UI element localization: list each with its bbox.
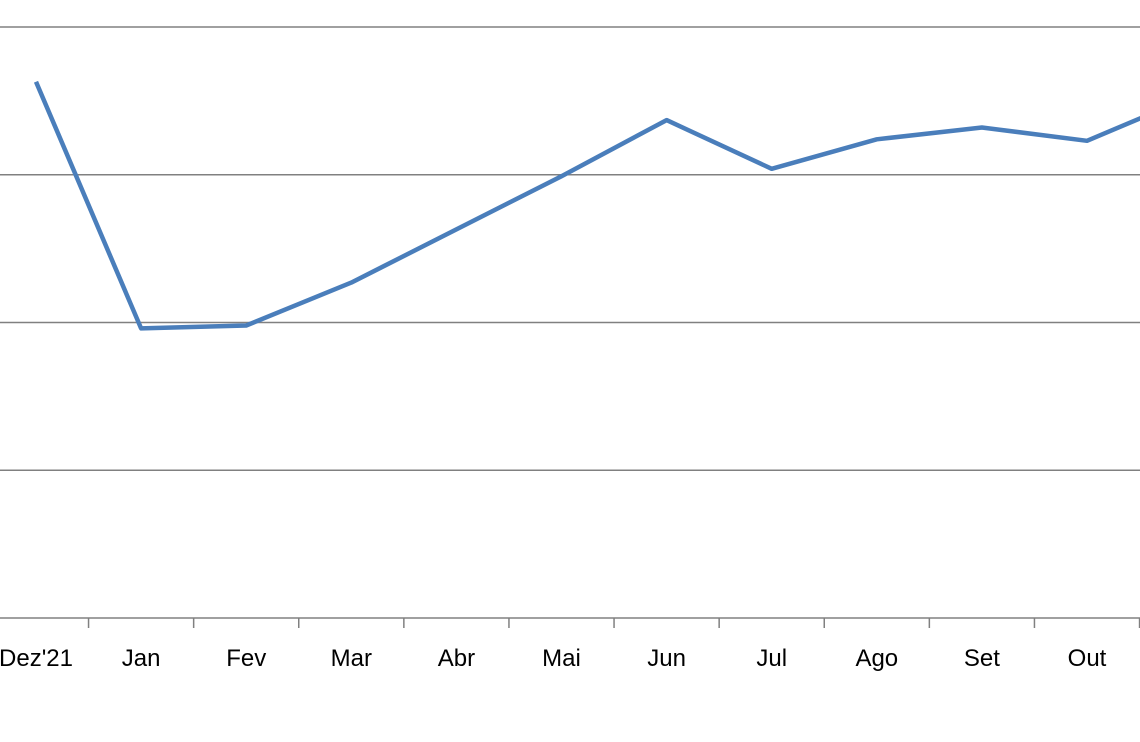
x-tick-label: Ago	[855, 645, 898, 672]
x-tick-label: Mar	[331, 645, 372, 672]
x-axis	[0, 617, 1140, 628]
series-layer	[33, 80, 1140, 331]
gridlines	[0, 26, 1140, 471]
x-tick-label: Abr	[438, 645, 475, 672]
x-tick-labels: Dez'21 Jan Fev Mar Abr Mai Jun Jul Ago Set Out	[0, 645, 1107, 672]
x-tick-label: Jul	[756, 645, 787, 672]
x-tick-label: Out	[1068, 645, 1107, 672]
x-tick-label: Fev	[226, 645, 266, 672]
x-tick-label: Jan	[122, 645, 161, 672]
series-line	[33, 80, 1140, 331]
x-tick-label: Mai	[542, 645, 581, 672]
x-tick-label: Jun	[647, 645, 686, 672]
x-tick-label: Set	[964, 645, 1000, 672]
x-tick-label: Dez'21	[0, 645, 73, 672]
